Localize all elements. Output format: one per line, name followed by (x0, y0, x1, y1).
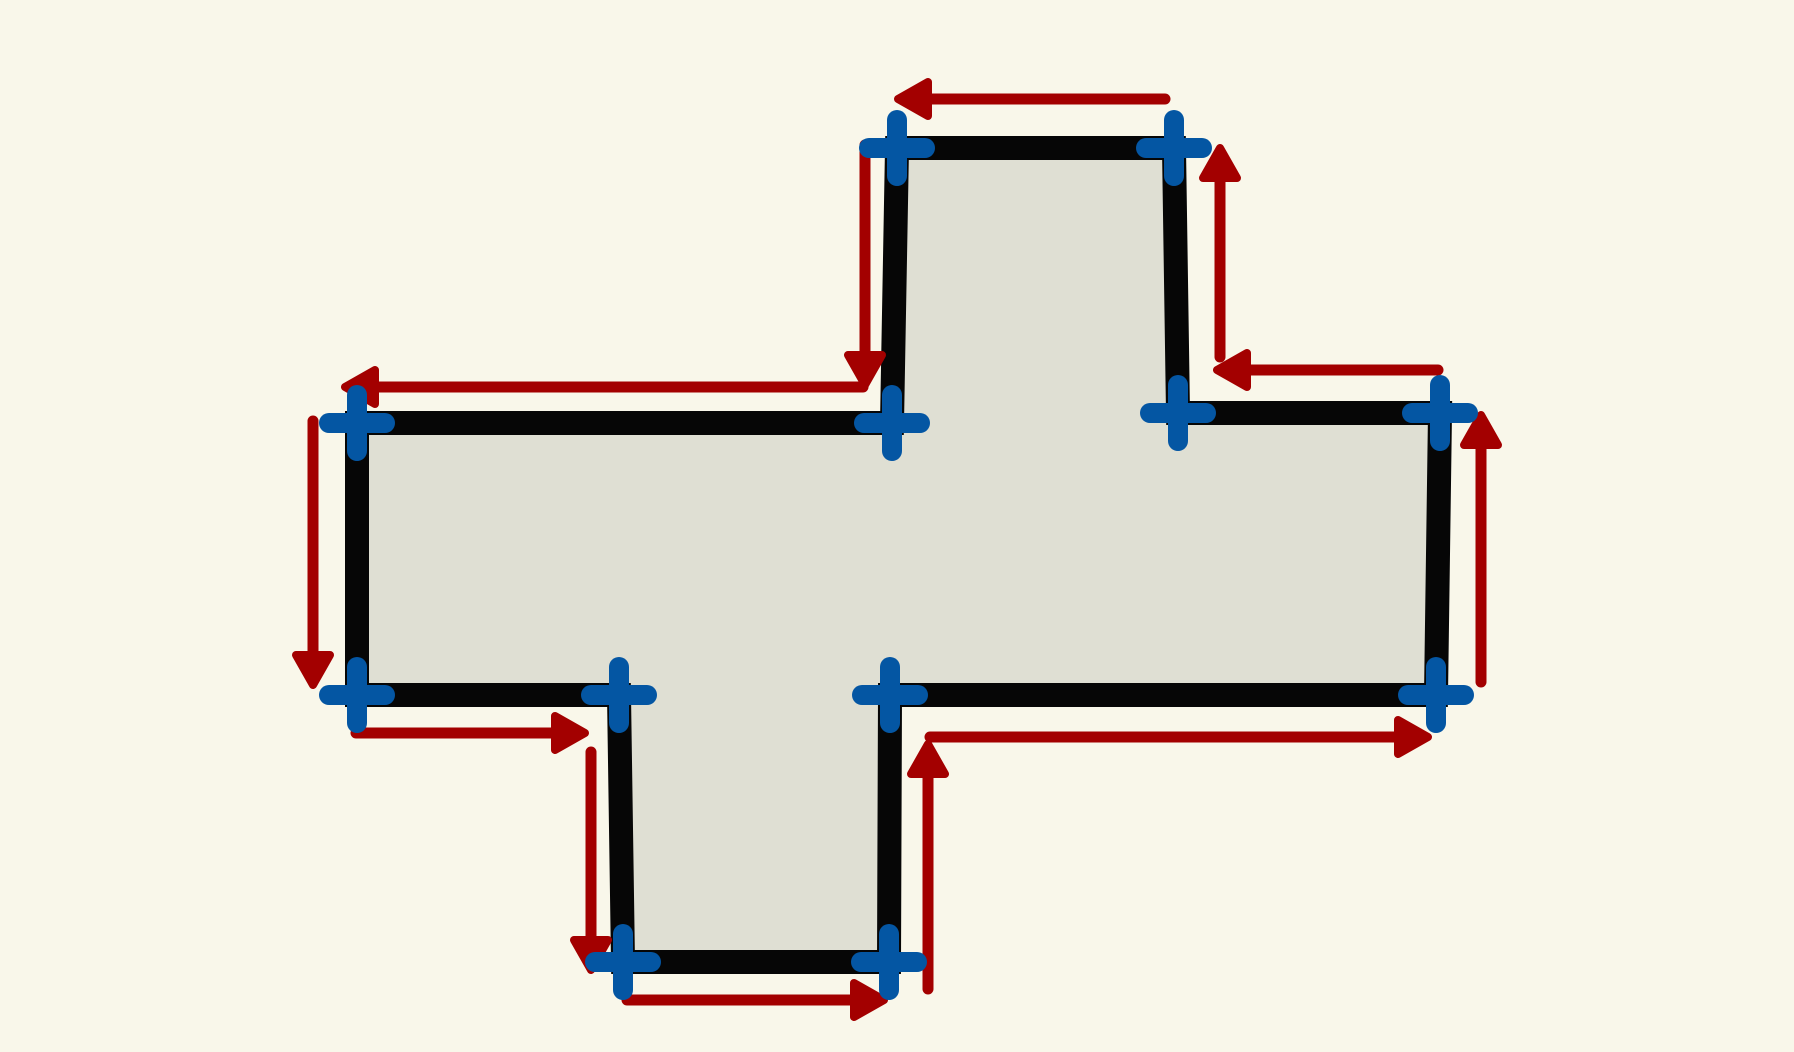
plus-icon (319, 385, 395, 461)
arrowhead-icon (1199, 144, 1241, 182)
plus-icon (581, 657, 657, 733)
vertex-markers (319, 110, 1478, 1000)
plus-icon (859, 110, 935, 186)
plus-icon (1140, 375, 1216, 451)
plus-icon (1136, 110, 1212, 186)
arrowhead-icon (850, 979, 888, 1021)
traversal-arrow (1460, 411, 1502, 688)
traversal-arrow (1213, 349, 1444, 391)
plus-icon (1398, 657, 1474, 733)
arrowhead-icon (894, 78, 932, 120)
arrowhead-icon (551, 712, 589, 754)
traversal-arrow (924, 716, 1432, 758)
plus-icon (585, 924, 661, 1000)
traversal-arrow (1199, 144, 1241, 363)
arrowhead-icon (1460, 411, 1502, 449)
traversal-arrow (844, 139, 886, 389)
traversal-arrow (350, 712, 589, 754)
traversal-arrow (894, 78, 1171, 120)
plus-icon (852, 657, 928, 733)
arrowhead-icon (907, 740, 949, 778)
traversal-arrow (292, 415, 334, 689)
arrowhead-icon (292, 651, 334, 689)
plus-icon (319, 657, 395, 733)
plus-icon (851, 924, 927, 1000)
plus-icon (1402, 375, 1478, 451)
traversal-arrow (907, 740, 949, 995)
arrowhead-icon (1213, 349, 1251, 391)
arrowhead-icon (1394, 716, 1432, 758)
arrowhead-icon (844, 351, 886, 389)
traversal-arrow (621, 979, 888, 1021)
plus-icon (854, 385, 930, 461)
